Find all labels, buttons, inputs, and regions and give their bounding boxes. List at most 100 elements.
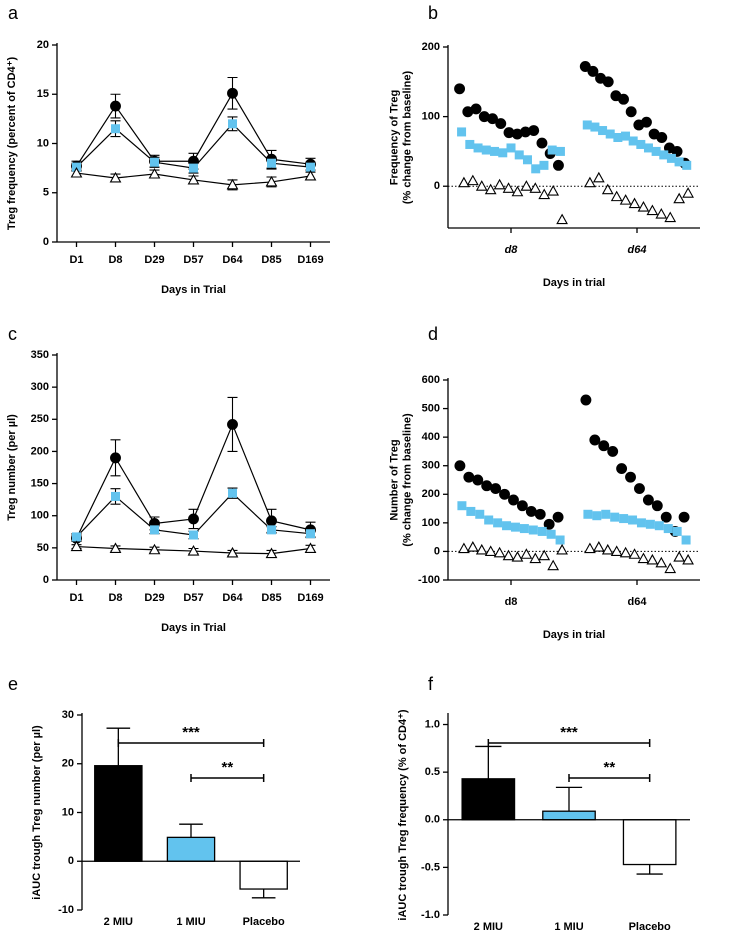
marker [552, 511, 564, 523]
marker [628, 136, 638, 146]
marker [267, 525, 276, 535]
marker [458, 542, 470, 554]
bar [542, 810, 596, 821]
marker [499, 488, 510, 500]
error-bar [251, 889, 276, 899]
marker [601, 509, 611, 519]
marker [579, 61, 591, 72]
marker [475, 509, 485, 519]
y-tick-label: 5 [43, 187, 49, 199]
y-tick-label: 50 [37, 542, 49, 554]
y-tick-label: -10 [58, 904, 74, 916]
marker [109, 542, 122, 554]
marker [454, 460, 466, 472]
y-tick-label: 20 [37, 39, 49, 51]
x-tick-label: D29 [144, 592, 164, 604]
y-tick-label: 300 [422, 460, 440, 472]
marker [628, 515, 638, 525]
marker [610, 190, 623, 202]
y-tick-label: 15 [37, 88, 49, 100]
marker [673, 192, 686, 204]
marker [636, 139, 646, 149]
marker [555, 146, 565, 156]
marker [487, 113, 498, 125]
significance-label: *** [560, 724, 578, 741]
marker [610, 512, 620, 522]
x-tick-label: 2 MIU [104, 916, 133, 928]
marker [664, 211, 677, 223]
marker [511, 551, 524, 562]
marker [466, 174, 479, 186]
marker [304, 169, 317, 181]
x-tick-label: D85 [261, 592, 281, 604]
marker [634, 483, 645, 495]
marker [514, 150, 524, 160]
marker [506, 143, 516, 153]
marker [466, 506, 476, 516]
marker [605, 129, 615, 139]
marker [592, 171, 605, 183]
marker [498, 148, 508, 158]
marker [457, 501, 467, 511]
y-tick-label: -0.5 [421, 861, 440, 873]
marker [645, 519, 655, 529]
x-axis-label: Days in trial [543, 629, 605, 641]
marker [473, 143, 483, 153]
marker [592, 511, 602, 521]
marker [546, 529, 556, 539]
marker [660, 511, 672, 523]
marker [587, 65, 599, 77]
marker [470, 103, 482, 115]
y-tick-label: 0 [434, 180, 440, 192]
marker [70, 540, 83, 552]
panel-letter: d [428, 324, 438, 344]
marker [607, 445, 619, 457]
y-tick-label: 100 [422, 517, 440, 529]
y-axis-label: (% change from baseline) [401, 71, 413, 205]
marker [613, 133, 623, 142]
marker [110, 100, 121, 112]
marker [475, 543, 488, 555]
marker [598, 126, 608, 136]
marker [306, 529, 315, 539]
significance-label: ** [221, 759, 233, 776]
marker [522, 155, 532, 165]
x-tick-label: d8 [505, 244, 519, 256]
x-tick-label: D1 [69, 254, 83, 266]
marker [582, 120, 592, 130]
marker [598, 440, 610, 452]
x-tick-label: d64 [628, 596, 648, 608]
y-tick-label: 500 [422, 402, 440, 414]
marker [227, 87, 238, 99]
marker [654, 521, 664, 531]
marker [265, 175, 278, 187]
marker [621, 131, 631, 141]
marker [672, 526, 682, 536]
y-tick-label: -100 [418, 574, 440, 586]
marker [655, 556, 668, 568]
marker [628, 548, 641, 559]
marker [189, 530, 198, 540]
marker [547, 145, 557, 155]
y-tick-label: 200 [31, 445, 49, 457]
marker [602, 76, 614, 88]
marker [538, 188, 551, 200]
x-tick-label: 1 MIU [176, 916, 205, 928]
marker [619, 546, 632, 558]
y-tick-label: 1.0 [425, 718, 440, 730]
marker [543, 518, 555, 530]
x-tick-label: D169 [297, 592, 323, 604]
y-tick-label: 10 [37, 137, 49, 149]
marker [510, 522, 520, 532]
marker [520, 180, 533, 191]
marker [516, 500, 528, 512]
marker [457, 127, 467, 137]
marker [628, 197, 641, 209]
marker [529, 182, 542, 193]
marker [267, 158, 276, 168]
marker [555, 535, 565, 545]
y-tick-label: 100 [31, 510, 49, 522]
marker [547, 559, 560, 571]
panel-letter: b [428, 3, 438, 23]
y-axis-label: Treg frequency (percent of CD4⁺) [6, 57, 18, 231]
